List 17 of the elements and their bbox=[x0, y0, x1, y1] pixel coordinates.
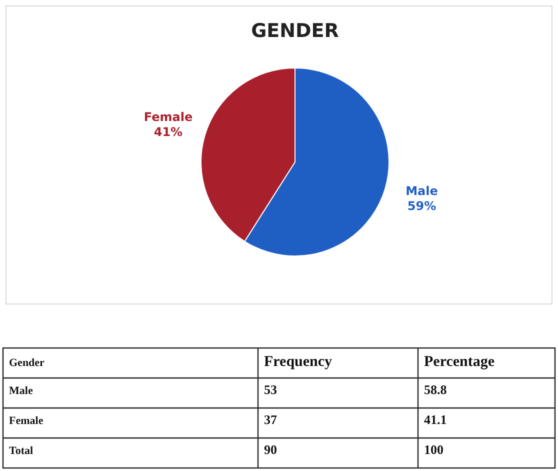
chart-title: GENDER bbox=[251, 20, 340, 42]
text: 41.1 bbox=[424, 412, 447, 427]
slice-label: Male bbox=[406, 184, 438, 198]
data-label: 41% bbox=[154, 125, 183, 140]
text: Frequency bbox=[264, 354, 333, 370]
slice-label: Female bbox=[144, 110, 193, 124]
text: 37 bbox=[264, 412, 278, 427]
text: Gender bbox=[9, 357, 45, 369]
text: 53 bbox=[264, 382, 278, 397]
text: Male bbox=[9, 385, 33, 397]
text: Total bbox=[9, 445, 34, 457]
text: 58.8 bbox=[424, 382, 448, 397]
text: 90 bbox=[264, 442, 277, 457]
text: 100 bbox=[424, 442, 444, 457]
text: Female bbox=[9, 415, 44, 427]
text: Percentage bbox=[424, 354, 495, 370]
data-label: 59% bbox=[407, 198, 436, 213]
